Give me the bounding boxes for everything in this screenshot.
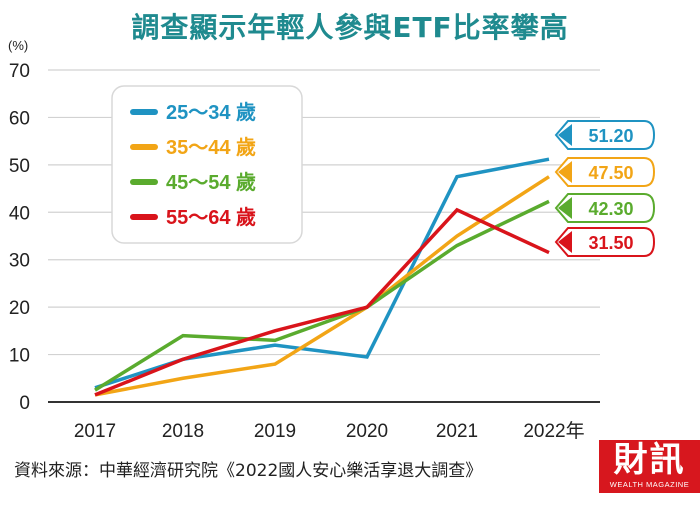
chart-title: 調查顯示年輕人參與ETF比率攀高 — [131, 11, 569, 44]
end-value-label: 47.50 — [588, 163, 633, 183]
legend-label: 55～64 歲 — [166, 205, 256, 229]
end-value-tag — [554, 157, 656, 187]
x-tick-label: 2018 — [162, 421, 204, 442]
end-value-label: 51.20 — [588, 126, 633, 146]
legend-label: 45～54 歲 — [166, 170, 256, 194]
end-value-label: 31.50 — [588, 233, 633, 253]
legend-label: 25～34 歲 — [166, 100, 256, 124]
x-tick-label: 2021 — [436, 421, 478, 442]
y-tick-label: 50 — [9, 156, 30, 177]
series-line — [94, 175, 550, 397]
y-tick-label: 40 — [9, 203, 30, 224]
series-line — [94, 199, 550, 392]
y-tick-label: 0 — [19, 393, 30, 414]
legend-label: 35～44 歲 — [166, 135, 256, 159]
end-value-tag-arrow — [558, 197, 572, 219]
x-tick-label: 2022年 — [523, 420, 584, 442]
y-tick-label: 60 — [9, 108, 30, 129]
end-value-tag-arrow — [558, 161, 572, 183]
end-value-tag — [554, 120, 656, 150]
end-value-tag — [554, 227, 656, 257]
x-tick-label: 2019 — [254, 421, 296, 442]
brand-logo: 財訊 WEALTH MAGAZINE — [599, 440, 700, 493]
x-tick-label: 2020 — [346, 421, 388, 442]
end-value-tag — [554, 193, 656, 223]
y-tick-label: 10 — [9, 346, 30, 367]
source-note: 資料來源：中華經濟研究院《2022國人安心樂活享退大調查》 — [14, 461, 483, 481]
end-value-tag-arrow — [558, 231, 572, 253]
y-tick-label: 70 — [9, 61, 30, 82]
x-tick-label: 2017 — [74, 421, 116, 442]
brand-name: 財訊 — [613, 440, 686, 480]
y-tick-label: 30 — [9, 251, 30, 272]
end-value-label: 42.30 — [588, 199, 633, 219]
series-line — [94, 207, 550, 397]
y-unit-label: (%) — [8, 38, 29, 53]
end-value-tag-arrow — [558, 124, 572, 146]
legend-box — [111, 85, 303, 244]
y-tick-label: 20 — [9, 298, 30, 319]
brand-subtitle: WEALTH MAGAZINE — [609, 480, 690, 489]
